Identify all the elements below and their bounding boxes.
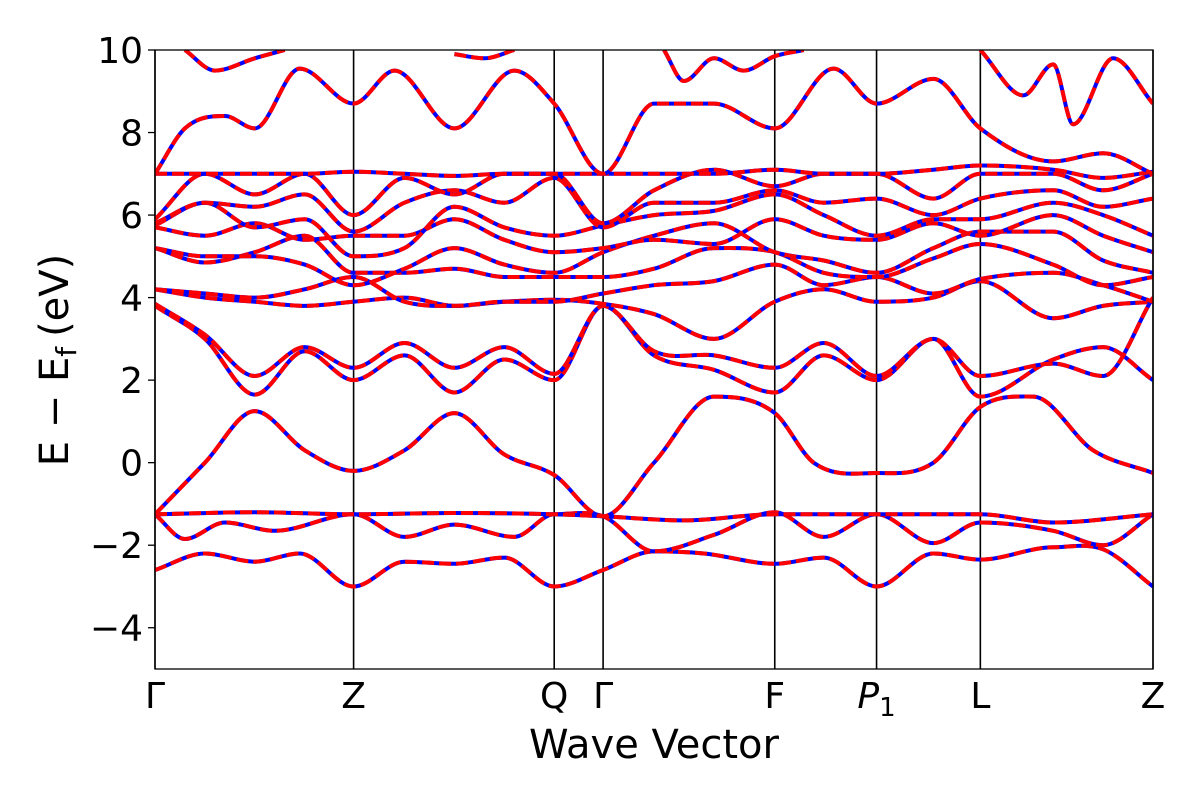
y-axis-title: E − Ef (eV) (32, 254, 83, 467)
x-tick-label-1: Z (341, 676, 366, 717)
y-axis-ticks: −4 −2 0 2 4 6 8 10 (90, 31, 155, 650)
y-tick-label-2: 0 (120, 444, 143, 485)
band-line-red-11 (155, 192, 1153, 259)
band-line-red-8 (155, 233, 1153, 288)
x-tick-label-5: P1 (857, 676, 895, 723)
y-tick-label-6: 8 (120, 114, 143, 155)
y-tick-label-5: 6 (120, 196, 143, 237)
x-axis-title: Wave Vector (529, 722, 780, 768)
y-tick-label-3: 2 (120, 361, 143, 402)
y-tick-label-0: −4 (90, 609, 143, 650)
y-axis-title-main: E − E (32, 357, 78, 467)
band-line-red-12 (155, 175, 1153, 234)
band-line-red-14 (155, 163, 1153, 180)
band-line-red-10 (155, 213, 1153, 255)
band-line-red-18 (662, 50, 805, 84)
y-tick-label-7: 10 (97, 31, 143, 72)
band-line-red-19 (978, 50, 1153, 127)
x-tick-label-7: Z (1141, 676, 1166, 717)
band-line-red-0 (155, 543, 1153, 589)
y-axis-title-unit: (eV) (32, 254, 78, 337)
band-line-red-13 (155, 167, 1153, 226)
x-tick-label-4: F (764, 676, 785, 717)
y-axis-title-sub: f (50, 346, 83, 357)
band-line-red-3 (155, 394, 1153, 519)
band-line-red-16 (183, 50, 286, 73)
plot-frame (154, 49, 1154, 670)
x-tick-label-0: Γ (145, 676, 165, 717)
x-axis-ticks: Γ Z Q Γ F P1 L Z (145, 676, 1165, 723)
band-line-red-17 (454, 50, 515, 61)
y-tick-label-4: 4 (120, 279, 143, 320)
band-line-red-5 (155, 296, 1153, 379)
band-line-red-15 (155, 66, 1153, 176)
band-line-red-9 (155, 221, 1153, 288)
band-line-red-1 (155, 510, 1153, 554)
band-line-red-7 (155, 262, 1153, 308)
x-tick-label-3: Γ (593, 676, 613, 717)
x-tick-label-2: Q (540, 676, 568, 717)
band-lines (155, 50, 1153, 589)
band-line-red-2 (155, 510, 1153, 525)
band-line-red-6 (155, 279, 1153, 341)
x-tick-label-6: L (970, 676, 990, 717)
y-tick-label-1: −2 (90, 526, 143, 567)
